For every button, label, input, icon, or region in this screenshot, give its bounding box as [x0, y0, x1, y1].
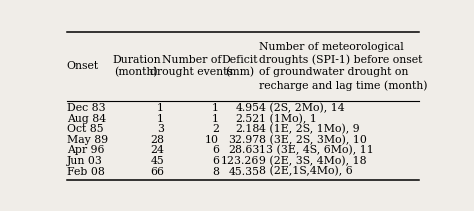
Text: Onset: Onset: [66, 61, 99, 71]
Text: 1: 1: [157, 103, 164, 113]
Text: Aug 84: Aug 84: [66, 114, 106, 124]
Text: 4.95: 4.95: [236, 103, 259, 113]
Text: 32.97: 32.97: [228, 135, 259, 145]
Text: 8 (3E, 2S, 3Mo), 10: 8 (3E, 2S, 3Mo), 10: [259, 135, 367, 145]
Text: 2: 2: [212, 124, 219, 134]
Text: 6: 6: [212, 145, 219, 156]
Text: 45.35: 45.35: [228, 166, 259, 177]
Text: 2.18: 2.18: [235, 124, 259, 134]
Text: 8 (2E,1S,4Mo), 6: 8 (2E,1S,4Mo), 6: [259, 166, 353, 177]
Text: 24: 24: [150, 145, 164, 156]
Text: 28: 28: [150, 135, 164, 145]
Text: 1: 1: [212, 114, 219, 124]
Text: 10: 10: [205, 135, 219, 145]
Text: 4 (2S, 2Mo), 14: 4 (2S, 2Mo), 14: [259, 103, 345, 113]
Text: May 89: May 89: [66, 135, 108, 145]
Text: Apr 96: Apr 96: [66, 145, 104, 156]
Text: Number of
drought events: Number of drought events: [150, 55, 233, 77]
Text: 4 (1E, 2S, 1Mo), 9: 4 (1E, 2S, 1Mo), 9: [259, 124, 360, 134]
Text: Duration
(month): Duration (month): [112, 55, 161, 78]
Text: Deficit
(mm): Deficit (mm): [221, 55, 257, 78]
Text: 66: 66: [150, 166, 164, 177]
Text: 123.26: 123.26: [221, 156, 259, 166]
Text: 2.52: 2.52: [235, 114, 259, 124]
Text: 1 (1Mo), 1: 1 (1Mo), 1: [259, 114, 317, 124]
Text: 6: 6: [212, 156, 219, 166]
Text: Jun 03: Jun 03: [66, 156, 102, 166]
Text: Number of meteorological
droughts (SPI-1) before onset
of groundwater drought on: Number of meteorological droughts (SPI-1…: [259, 42, 428, 91]
Text: Feb 08: Feb 08: [66, 166, 104, 177]
Text: 3: 3: [157, 124, 164, 134]
Text: 13 (3E, 4S, 6Mo), 11: 13 (3E, 4S, 6Mo), 11: [259, 145, 374, 156]
Text: 28.63: 28.63: [228, 145, 259, 156]
Text: Dec 83: Dec 83: [66, 103, 105, 113]
Text: 1: 1: [212, 103, 219, 113]
Text: 9 (2E, 3S, 4Mo), 18: 9 (2E, 3S, 4Mo), 18: [259, 156, 367, 166]
Text: Oct 85: Oct 85: [66, 124, 103, 134]
Text: 45: 45: [150, 156, 164, 166]
Text: 8: 8: [212, 166, 219, 177]
Text: 1: 1: [157, 114, 164, 124]
